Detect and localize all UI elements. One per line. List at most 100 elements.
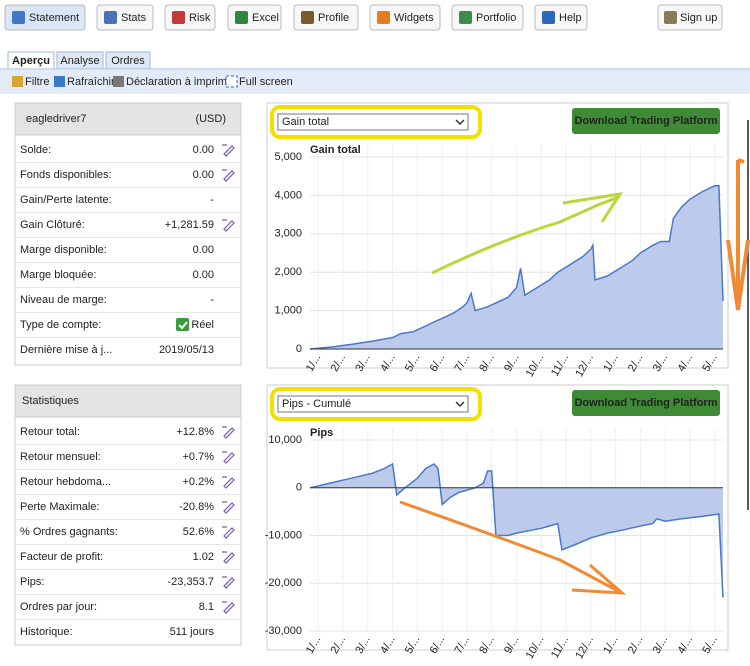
button-icon: [459, 11, 472, 24]
action-label: Full screen: [239, 76, 293, 88]
row-label: Marge disponible:: [20, 244, 107, 256]
row-label: Dernière mise à j...: [20, 344, 112, 356]
edit-icon[interactable]: [222, 601, 235, 614]
download-label: Download Trading Platform: [574, 397, 717, 409]
button-icon: [664, 11, 677, 24]
tab-label: Aperçu: [12, 55, 50, 67]
row-label: Perte Maximale:: [20, 501, 99, 513]
row-value: +0.7%: [183, 451, 215, 463]
select-highlight: [270, 387, 482, 421]
row-value: Réel: [191, 319, 214, 331]
series-line: [309, 185, 724, 350]
row-label: Niveau de marge:: [20, 294, 107, 306]
select-label: Gain total: [282, 116, 329, 128]
button-label: Excel: [252, 12, 279, 24]
download-button[interactable]: [572, 390, 720, 416]
chart-title: Gain total: [310, 144, 361, 156]
button-icon: [301, 11, 314, 24]
edit-icon[interactable]: [222, 576, 235, 589]
row-value: 511 jours: [170, 626, 215, 638]
y-tick-label: 0: [296, 343, 302, 355]
edit-icon[interactable]: [222, 426, 235, 439]
row-label: Fonds disponibles:: [20, 169, 112, 181]
tab[interactable]: [105, 51, 151, 70]
panel-header: [14, 384, 242, 418]
button-label: Help: [559, 12, 582, 24]
tab[interactable]: [56, 51, 104, 70]
annotation-arrow: [431, 194, 621, 275]
action-bar: [0, 70, 750, 94]
account-currency: (USD): [195, 113, 226, 125]
row-value: -20.8%: [179, 501, 214, 513]
row-label: Gain Clôturé:: [20, 219, 85, 231]
action-icon[interactable]: [54, 76, 65, 87]
y-tick-label: 3,000: [274, 228, 302, 240]
select-caret: [455, 401, 465, 408]
row-label: Solde:: [20, 144, 51, 156]
select-label: Pips - Cumulé: [282, 398, 351, 410]
edit-icon[interactable]: [222, 476, 235, 489]
edit-icon[interactable]: [222, 219, 235, 232]
y-tick-label: 0: [296, 482, 302, 494]
row-value: 8.1: [199, 601, 214, 613]
annotation-arrow: [726, 158, 750, 311]
edit-icon[interactable]: [222, 501, 235, 514]
row-label: Retour total:: [20, 426, 80, 438]
check-box: [176, 318, 189, 331]
edit-icon[interactable]: [222, 451, 235, 464]
row-value: 0.00: [193, 244, 214, 256]
edit-icon[interactable]: [222, 551, 235, 564]
row-value: -: [210, 194, 214, 206]
row-value: +0.2%: [183, 476, 215, 488]
action-icon[interactable]: [12, 76, 23, 87]
tab[interactable]: [7, 51, 55, 70]
annotation-arrow-head: [562, 191, 624, 223]
edit-icon[interactable]: [222, 144, 235, 157]
annotation-arrow-head: [571, 563, 627, 595]
download-label: Download Trading Platform: [574, 115, 717, 127]
y-tick-label: -20,000: [265, 577, 302, 589]
action-icon[interactable]: [113, 76, 124, 87]
button-icon: [12, 11, 25, 24]
panel-header: [14, 102, 242, 136]
panel-title: Statistiques: [22, 395, 79, 407]
row-value: 0.00: [193, 169, 214, 181]
select-caret: [455, 119, 465, 126]
select[interactable]: [277, 113, 469, 131]
row-label: Marge bloquée:: [20, 269, 96, 281]
series-line: [309, 462, 724, 598]
toolbar-button[interactable]: [4, 4, 86, 31]
button-icon: [377, 11, 390, 24]
y-tick-label: 10,000: [268, 434, 302, 446]
row-label: Pips:: [20, 576, 44, 588]
y-tick-label: -30,000: [265, 625, 302, 637]
action-label: Déclaration à imprimer: [126, 76, 237, 88]
tab-label: Analyse: [60, 55, 99, 67]
tab-label: Ordres: [111, 55, 145, 67]
button-label: Risk: [189, 12, 211, 24]
action-label: Filtre: [25, 76, 49, 88]
row-value: -23,353.7: [168, 576, 214, 588]
action-label: Rafraîchir: [67, 76, 115, 88]
area-fill: [310, 185, 723, 349]
button-label: Sign up: [680, 12, 717, 24]
edit-icon[interactable]: [222, 169, 235, 182]
edit-icon[interactable]: [222, 526, 235, 539]
button-label: Statement: [29, 12, 79, 24]
select[interactable]: [277, 395, 469, 413]
chart-title: Pips: [310, 427, 333, 439]
row-label: Retour mensuel:: [20, 451, 101, 463]
button-icon: [104, 11, 117, 24]
row-label: Historique:: [20, 626, 73, 638]
row-value: 0.00: [193, 269, 214, 281]
row-value: 2019/05/13: [159, 344, 214, 356]
download-button[interactable]: [572, 108, 720, 134]
row-label: Facteur de profit:: [20, 551, 103, 563]
button-label: Portfolio: [476, 12, 516, 24]
button-icon: [235, 11, 248, 24]
y-tick-label: 4,000: [274, 189, 302, 201]
panel: [14, 384, 242, 646]
check-mark: [178, 321, 188, 330]
action-icon[interactable]: [225, 75, 238, 88]
